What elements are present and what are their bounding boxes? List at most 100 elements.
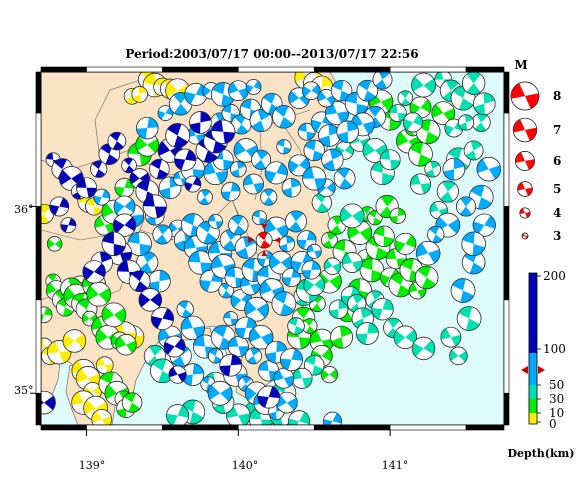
mainshock-arrow-0 bbox=[261, 224, 268, 231]
quake-mechanism-282 bbox=[322, 411, 342, 425]
quake-mechanism-113 bbox=[409, 173, 432, 195]
magnitude-legend-label-6: 6 bbox=[553, 154, 561, 168]
quake-mechanism-281 bbox=[415, 240, 441, 266]
quake-mechanism-225 bbox=[336, 120, 359, 144]
map-frame-graduated-border bbox=[30, 66, 510, 436]
mainshock-arrow-1 bbox=[261, 250, 268, 257]
frame-bar-top-1 bbox=[86, 66, 163, 73]
quake-mechanism-196 bbox=[251, 149, 272, 170]
quake-mechanism-181 bbox=[285, 210, 308, 233]
depth-label-30: 30 bbox=[549, 392, 564, 406]
quake-mechanism-319 bbox=[257, 385, 281, 409]
quake-mechanism-295 bbox=[149, 158, 170, 180]
frame-bar-top-6 bbox=[465, 66, 505, 73]
quake-mechanism-44 bbox=[115, 334, 137, 356]
frame-bar-right-2 bbox=[503, 206, 510, 301]
quake-mechanism-121 bbox=[397, 90, 414, 106]
frame-bar-right-4 bbox=[503, 392, 510, 426]
quake-mechanism-139 bbox=[291, 367, 313, 389]
quake-mechanism-269 bbox=[228, 80, 249, 102]
frame-bar-bottom-0 bbox=[40, 424, 87, 431]
magnitude-legend-label-7: 7 bbox=[553, 123, 561, 137]
depth-colorbar-band-10-30 bbox=[529, 399, 537, 413]
frame-bar-bottom-2 bbox=[162, 424, 239, 431]
quake-mechanism-309 bbox=[163, 335, 186, 358]
quake-mechanism-308 bbox=[150, 307, 174, 331]
map-panel bbox=[30, 66, 510, 436]
quake-mechanism-199 bbox=[276, 139, 292, 155]
quake-mechanism-222 bbox=[372, 72, 393, 90]
quake-mechanism-50 bbox=[46, 236, 63, 252]
depth-colorbar-frame bbox=[528, 272, 538, 425]
quake-mechanism-200 bbox=[281, 178, 302, 198]
quake-mechanism-270 bbox=[245, 79, 262, 95]
mainshock-beachball bbox=[255, 231, 273, 249]
quake-mechanism-126 bbox=[462, 72, 486, 95]
quake-mechanism-226 bbox=[321, 148, 344, 171]
quake-mechanism-128 bbox=[457, 114, 475, 131]
quake-mechanism-75 bbox=[414, 265, 439, 290]
quake-mechanism-72 bbox=[394, 232, 417, 255]
lon-label-139: 139° bbox=[79, 459, 106, 472]
quake-mechanism-98 bbox=[323, 257, 342, 275]
quake-mechanism-314 bbox=[82, 260, 106, 284]
frame-bar-left-1 bbox=[35, 112, 42, 207]
quake-mechanism-287 bbox=[76, 177, 98, 199]
frame-bar-left-2 bbox=[35, 206, 42, 301]
depth-colorbar: 200 100 50 30 10 0 Depth(km) bbox=[508, 269, 575, 460]
quake-mechanism-99 bbox=[328, 299, 349, 319]
quake-mechanism-135 bbox=[379, 149, 401, 171]
quake-mechanism-42 bbox=[101, 302, 127, 328]
quake-mechanism-277 bbox=[476, 156, 502, 182]
quake-mechanism-94 bbox=[287, 317, 305, 335]
mainshock-arrow-3 bbox=[274, 237, 281, 244]
quake-mechanism-303 bbox=[211, 119, 236, 144]
quake-mechanism-122 bbox=[411, 72, 436, 98]
magnitude-legend-label-8: 8 bbox=[553, 89, 561, 103]
quake-mechanism-137 bbox=[311, 192, 332, 213]
frame-bar-bottom-3 bbox=[238, 424, 315, 431]
quake-mechanism-242 bbox=[273, 367, 295, 389]
quake-mechanism-215 bbox=[272, 105, 296, 129]
quake-mechanism-86 bbox=[408, 141, 433, 167]
quake-mechanism-271 bbox=[450, 278, 476, 303]
lon-label-141: 141° bbox=[382, 459, 409, 472]
quake-mechanism-312 bbox=[101, 231, 127, 257]
frame-bar-top-0 bbox=[40, 66, 87, 73]
depth-scale-title: Depth(km) bbox=[508, 447, 575, 460]
frame-bar-left-4 bbox=[35, 392, 42, 426]
magnitude-legend-symbol-5 bbox=[517, 181, 533, 197]
quake-mechanism-116 bbox=[436, 180, 459, 203]
quake-mechanism-275 bbox=[461, 231, 486, 257]
frame-bar-top-2 bbox=[162, 66, 239, 73]
quake-mechanism-252 bbox=[181, 363, 205, 386]
quake-mechanism-276 bbox=[456, 196, 477, 217]
quake-mechanism-180 bbox=[281, 267, 302, 288]
magnitude-legend-label-3: 3 bbox=[553, 229, 561, 243]
quake-mechanism-229 bbox=[302, 166, 327, 191]
magnitude-legend-symbol-3 bbox=[521, 232, 529, 240]
quake-mechanism-206 bbox=[325, 101, 349, 126]
quake-mechanism-136 bbox=[339, 203, 365, 229]
quake-mechanism-108 bbox=[393, 325, 418, 349]
quake-mechanism-197 bbox=[260, 188, 278, 206]
quake-mechanism-129 bbox=[388, 104, 407, 122]
map-title: Period:2003/07/17 00:00--2013/07/17 22:5… bbox=[125, 47, 418, 61]
frame-bar-left-0 bbox=[35, 71, 42, 114]
frame-bar-right-3 bbox=[503, 299, 510, 394]
depth-colorbar-band-50-100 bbox=[529, 353, 537, 385]
quake-mechanism-9 bbox=[91, 409, 113, 425]
quake-mechanism-149 bbox=[166, 404, 190, 425]
quake-mechanism-3 bbox=[62, 329, 87, 353]
quake-mechanism-239 bbox=[248, 324, 274, 350]
quake-mechanism-278 bbox=[442, 157, 466, 181]
quake-mechanism-310 bbox=[168, 365, 187, 384]
magnitude-legend: M 8 7 6 5 4 3 bbox=[510, 58, 561, 243]
mainshock-arrow-2 bbox=[248, 237, 255, 244]
quake-mechanism-201 bbox=[288, 154, 310, 177]
quake-mechanism-192 bbox=[221, 181, 241, 202]
quake-mechanism-28 bbox=[41, 306, 53, 324]
quake-mechanism-104 bbox=[356, 322, 379, 345]
quake-mechanism-138 bbox=[303, 354, 325, 376]
